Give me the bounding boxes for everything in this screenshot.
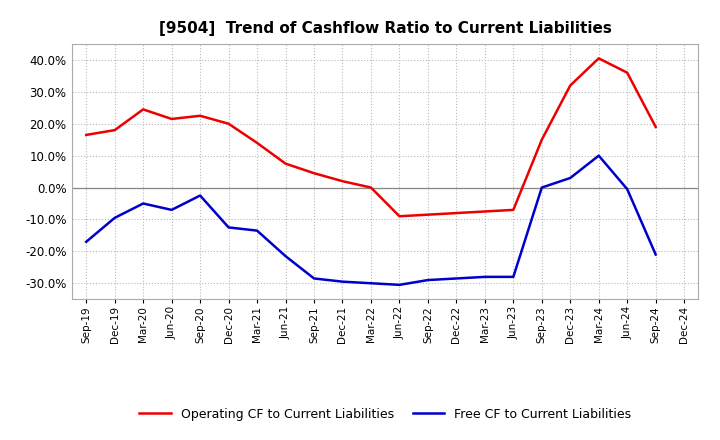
Free CF to Current Liabilities [366,281,375,286]
Operating CF to Current Liabilities [423,212,432,217]
Free CF to Current Liabilities [452,276,461,281]
Operating CF to Current Liabilities [225,121,233,126]
Free CF to Current Liabilities [82,239,91,245]
Operating CF to Current Liabilities [623,70,631,75]
Free CF to Current Liabilities [395,282,404,287]
Operating CF to Current Liabilities [509,207,518,213]
Operating CF to Current Liabilities [395,214,404,219]
Operating CF to Current Liabilities [480,209,489,214]
Operating CF to Current Liabilities [196,113,204,118]
Operating CF to Current Liabilities [310,171,318,176]
Free CF to Current Liabilities [110,215,119,220]
Operating CF to Current Liabilities [366,185,375,190]
Free CF to Current Liabilities [282,253,290,259]
Free CF to Current Liabilities [423,278,432,283]
Free CF to Current Liabilities [480,274,489,279]
Operating CF to Current Liabilities [566,83,575,88]
Free CF to Current Liabilities [196,193,204,198]
Free CF to Current Liabilities [167,207,176,213]
Operating CF to Current Liabilities [167,116,176,121]
Operating CF to Current Liabilities [82,132,91,138]
Operating CF to Current Liabilities [110,128,119,133]
Operating CF to Current Liabilities [595,56,603,61]
Free CF to Current Liabilities [537,185,546,190]
Free CF to Current Liabilities [310,276,318,281]
Operating CF to Current Liabilities [652,124,660,129]
Free CF to Current Liabilities [509,274,518,279]
Operating CF to Current Liabilities [253,140,261,146]
Free CF to Current Liabilities [225,225,233,230]
Legend: Operating CF to Current Liabilities, Free CF to Current Liabilities: Operating CF to Current Liabilities, Fre… [135,403,636,425]
Free CF to Current Liabilities [566,175,575,180]
Operating CF to Current Liabilities [139,107,148,112]
Free CF to Current Liabilities [595,153,603,158]
Free CF to Current Liabilities [338,279,347,284]
Operating CF to Current Liabilities [282,161,290,166]
Free CF to Current Liabilities [652,252,660,257]
Line: Free CF to Current Liabilities: Free CF to Current Liabilities [86,156,656,285]
Title: [9504]  Trend of Cashflow Ratio to Current Liabilities: [9504] Trend of Cashflow Ratio to Curren… [159,21,611,36]
Line: Operating CF to Current Liabilities: Operating CF to Current Liabilities [86,59,656,216]
Free CF to Current Liabilities [623,187,631,192]
Free CF to Current Liabilities [139,201,148,206]
Free CF to Current Liabilities [253,228,261,233]
Operating CF to Current Liabilities [452,210,461,216]
Operating CF to Current Liabilities [537,137,546,142]
Operating CF to Current Liabilities [338,179,347,184]
